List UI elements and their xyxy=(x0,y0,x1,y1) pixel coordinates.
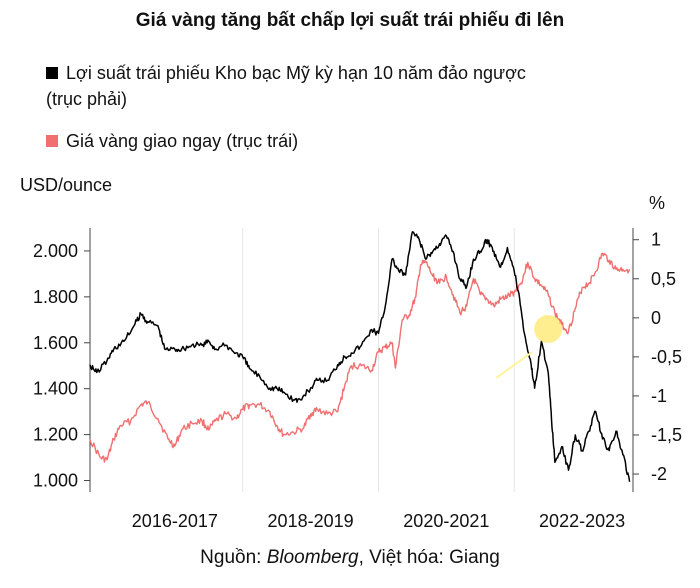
right-tick-label-2: 0 xyxy=(651,308,661,328)
source-suffix: , Việt hóa: Giang xyxy=(358,547,500,568)
x-tick-label-0: 2016-2017 xyxy=(132,511,218,531)
left-tick-label-1: 1.200 xyxy=(33,425,78,445)
right-tick-label-3: -0,5 xyxy=(651,347,682,367)
legend-label-gold: Giá vàng giao ngay xyxy=(66,131,222,151)
left-axis-unit: USD/ounce xyxy=(20,175,113,195)
right-axis-unit: % xyxy=(649,193,666,213)
series-line-gold xyxy=(89,252,631,463)
x-tick-label-3: 2022-2023 xyxy=(539,511,625,531)
right-tick-label-4: -1 xyxy=(651,386,667,406)
right-tick-label-5: -1,5 xyxy=(651,425,682,445)
legend-swatch-yield xyxy=(46,67,58,79)
legend-entry-gold: Giá vàng giao ngay (trục trái) xyxy=(46,128,298,154)
left-tick-label-4: 1.800 xyxy=(33,287,78,307)
x-tick-label-2: 2020-2021 xyxy=(403,511,489,531)
highlight-pointer xyxy=(495,351,533,379)
chart-title: Giá vàng tăng bất chấp lợi suất trái phi… xyxy=(135,10,565,31)
left-tick-label-2: 1.400 xyxy=(33,379,78,399)
series-line-yield xyxy=(89,231,631,482)
highlight-marker xyxy=(534,315,563,344)
legend-swatch-gold xyxy=(46,135,58,147)
source-prefix: Nguồn: xyxy=(200,547,267,568)
legend-suffix-gold: (trục trái) xyxy=(226,131,299,151)
right-tick-label-1: 0,5 xyxy=(651,269,676,289)
source-name: Bloomberg xyxy=(266,547,359,568)
legend-label-yield: Lợi suất trái phiếu Kho bạc Mỹ kỳ hạn 10… xyxy=(66,63,526,83)
legend-suffix-yield: (trục phải) xyxy=(46,89,128,109)
legend-entry-yield: Lợi suất trái phiếu Kho bạc Mỹ kỳ hạn 10… xyxy=(46,60,646,112)
right-tick-label-0: 1 xyxy=(651,230,661,250)
left-tick-label-3: 1.600 xyxy=(33,333,78,353)
x-tick-label-1: 2018-2019 xyxy=(268,511,354,531)
left-tick-label-0: 1.000 xyxy=(33,471,78,491)
left-tick-label-5: 2.000 xyxy=(33,241,78,261)
source-note: Nguồn: Bloomberg, Việt hóa: Giang xyxy=(0,547,700,569)
right-tick-label-6: -2 xyxy=(651,464,667,484)
